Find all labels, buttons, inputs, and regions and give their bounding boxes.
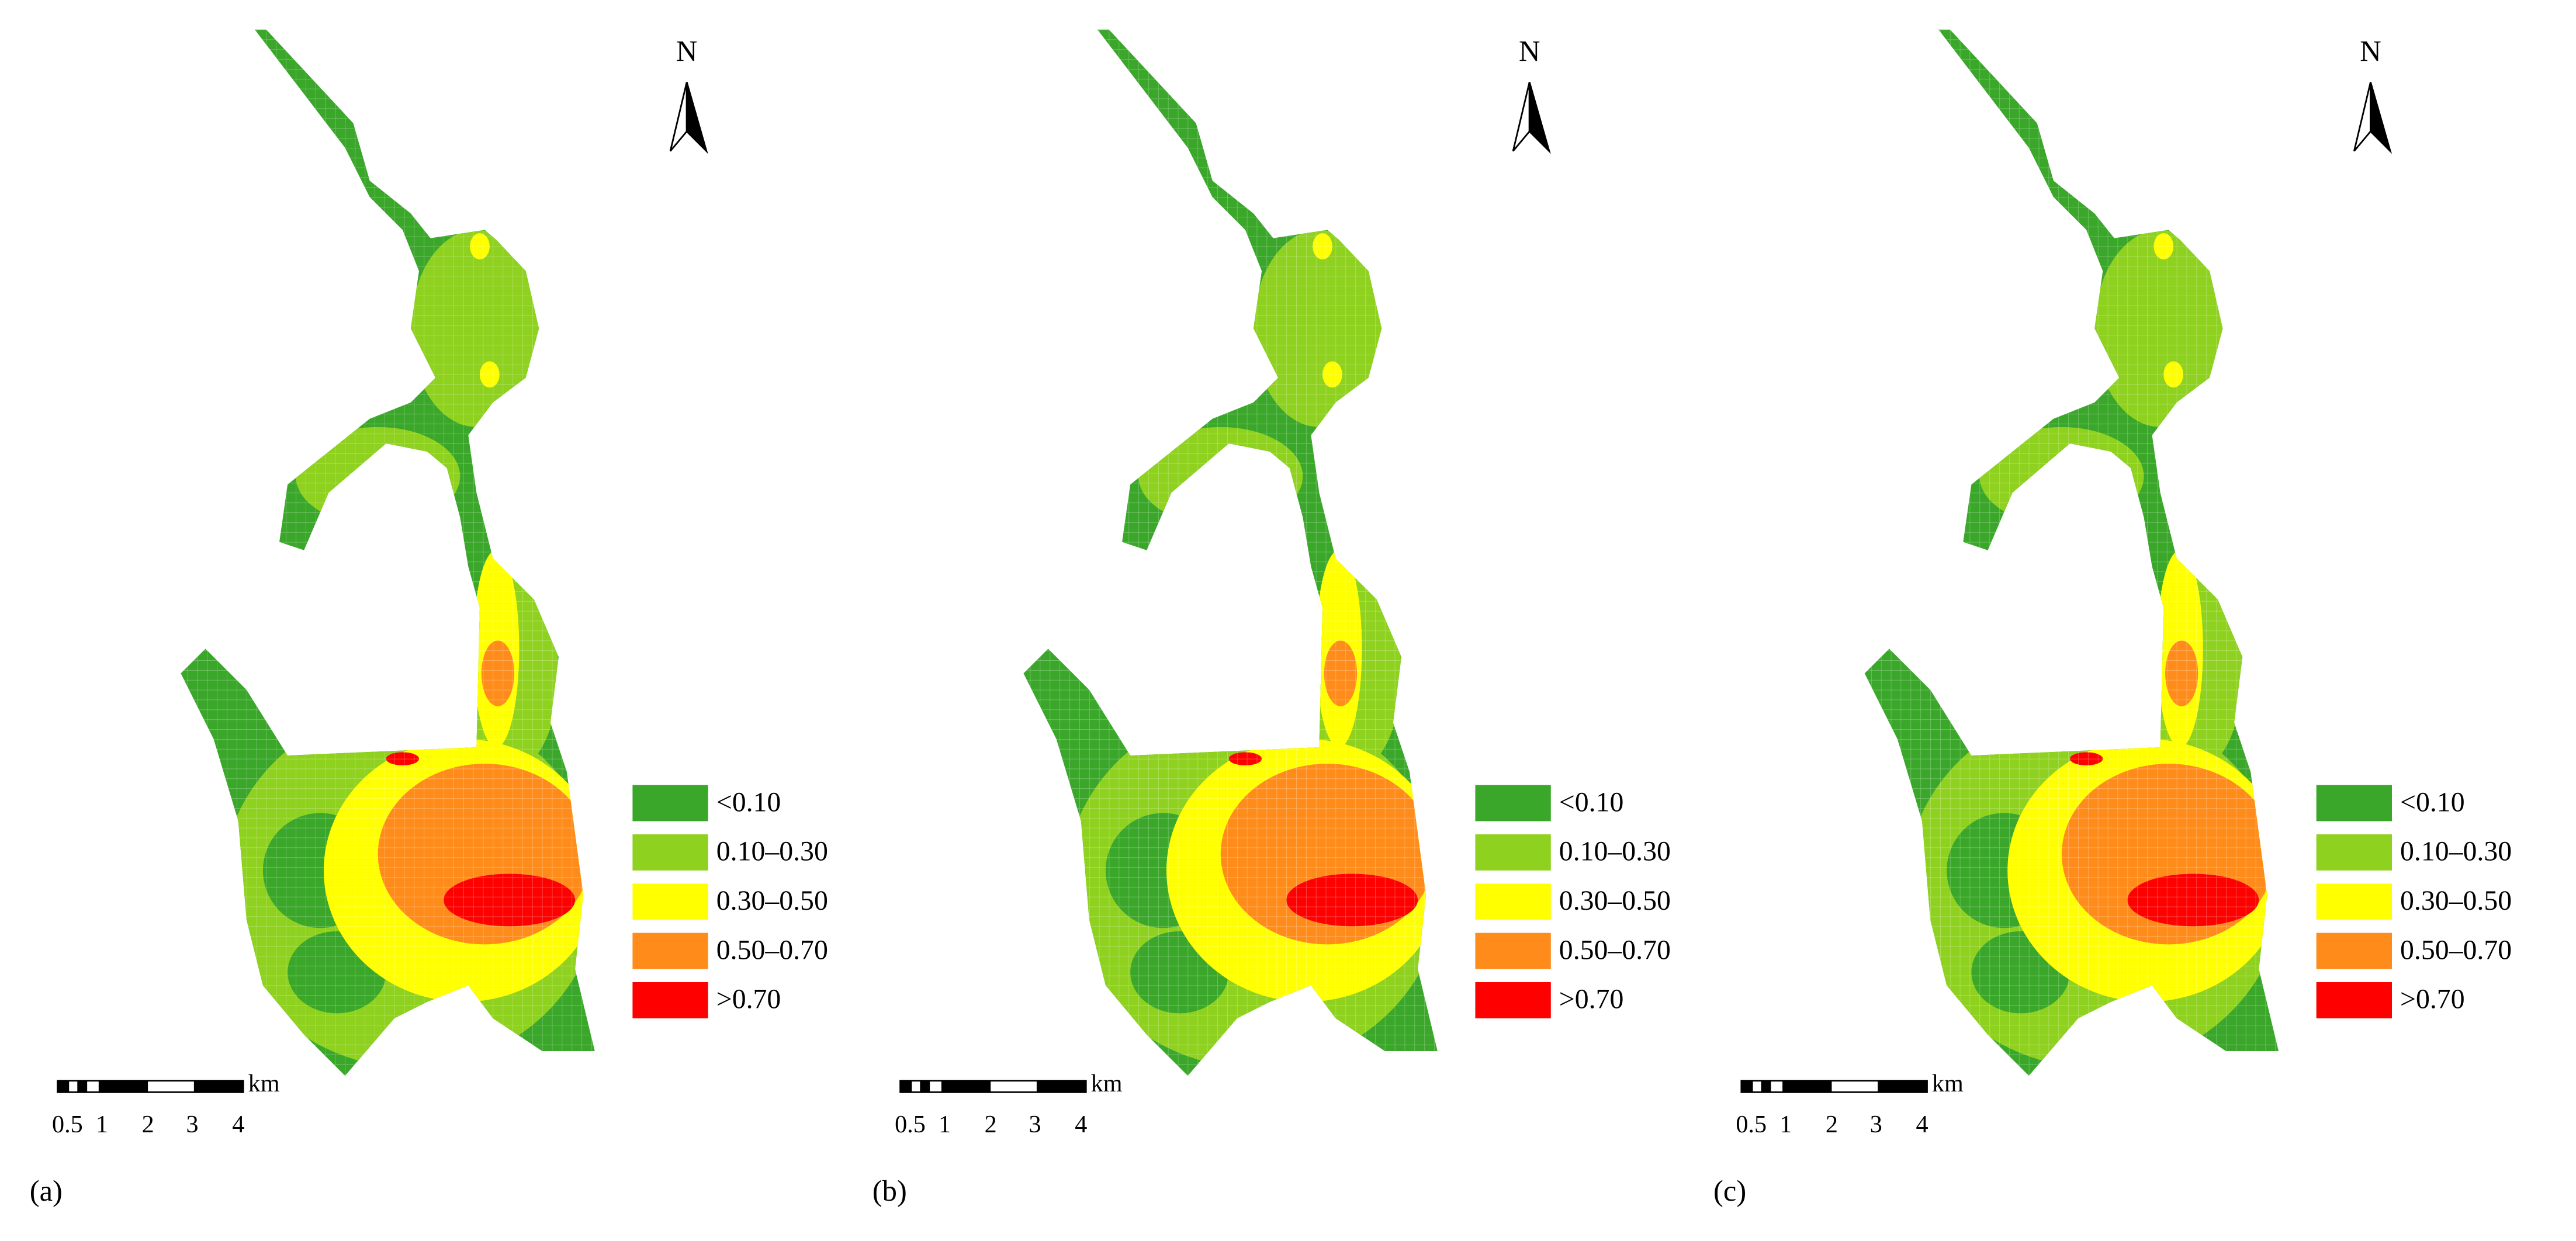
map-zones xyxy=(1864,29,2279,1076)
legend-label: 0.10–0.30 xyxy=(716,836,828,867)
map-zones xyxy=(1023,29,1438,1076)
legend-label: 0.10–0.30 xyxy=(2400,836,2512,867)
scale-label: 2 xyxy=(1826,1111,1838,1138)
legend-swatch xyxy=(1475,933,1551,969)
north-label: N xyxy=(676,34,698,67)
north-arrow-right xyxy=(685,82,708,154)
north-arrow-left xyxy=(1512,82,1531,152)
scale-bar-segment xyxy=(920,1080,930,1093)
legend-label: >0.70 xyxy=(2400,984,2465,1015)
scale-label: 4 xyxy=(1075,1111,1087,1138)
panel-label: (c) xyxy=(1713,1174,1746,1207)
legend-swatch xyxy=(1475,834,1551,871)
scale-label: 2 xyxy=(985,1111,997,1138)
legend-label: 0.50–0.70 xyxy=(716,934,828,965)
legend-label: <0.10 xyxy=(716,786,781,817)
scale-bar-segment xyxy=(1741,1080,1753,1093)
scale-unit: km xyxy=(1091,1070,1123,1097)
legend-swatch xyxy=(1475,982,1551,1018)
scale-label: 0.5 xyxy=(895,1111,926,1138)
scale-label: 0.5 xyxy=(52,1111,83,1138)
legend-label: 0.10–0.30 xyxy=(1559,836,1671,867)
legend-swatch xyxy=(1475,883,1551,920)
north-arrow-right xyxy=(1528,82,1551,154)
legend-swatch xyxy=(632,785,708,821)
scale-label: 1 xyxy=(1779,1111,1792,1138)
grid-cells xyxy=(1023,29,1438,1076)
legend-label: <0.10 xyxy=(2400,786,2465,817)
legend-swatch xyxy=(632,834,708,871)
scale-label: 3 xyxy=(1029,1111,1041,1138)
map-panel: N <0.10 0.10–0.30 0.30–0.50 0.50–0.70 >0.70 km… xyxy=(872,29,1671,1207)
map-panel: N <0.10 0.10–0.30 0.30–0.50 0.50–0.70 >0.70 km… xyxy=(30,29,828,1207)
map-zones xyxy=(181,29,595,1076)
legend-swatch xyxy=(2316,982,2392,1018)
grid-cells xyxy=(1864,29,2279,1076)
scale-bar-segment xyxy=(193,1080,244,1093)
legend-swatch xyxy=(632,883,708,920)
legend-label: 0.30–0.50 xyxy=(2400,885,2512,916)
scale-bar-segment xyxy=(57,1080,70,1093)
scale-bar-segment xyxy=(77,1080,88,1093)
scale-bar-segment xyxy=(98,1080,148,1093)
panel-label: (a) xyxy=(30,1174,63,1207)
legend-label: >0.70 xyxy=(716,984,781,1015)
scale-bar-segment xyxy=(941,1080,991,1093)
legend-swatch xyxy=(2316,883,2392,920)
scale-label: 4 xyxy=(232,1111,244,1138)
north-arrow-left xyxy=(2353,82,2371,152)
legend-swatch xyxy=(2316,933,2392,969)
scale-label: 1 xyxy=(96,1111,108,1138)
panel-label: (b) xyxy=(872,1174,907,1207)
map-panel: N <0.10 0.10–0.30 0.30–0.50 0.50–0.70 >0.70 km… xyxy=(1713,29,2512,1207)
scale-label: 4 xyxy=(1916,1111,1928,1138)
scale-label: 0.5 xyxy=(1736,1111,1767,1138)
north-label: N xyxy=(2360,34,2381,67)
scale-bar-segment xyxy=(1761,1080,1771,1093)
north-label: N xyxy=(1519,34,1540,67)
legend-label: 0.50–0.70 xyxy=(1559,934,1671,965)
legend-swatch xyxy=(632,933,708,969)
scale-bar-segment xyxy=(1878,1080,1927,1093)
scale-label: 2 xyxy=(142,1111,154,1138)
legend-swatch xyxy=(2316,785,2392,821)
legend-swatch xyxy=(1475,785,1551,821)
legend-label: >0.70 xyxy=(1559,984,1624,1015)
north-arrow-left xyxy=(669,82,688,152)
scale-bar-segment xyxy=(1036,1080,1086,1093)
north-arrow-right xyxy=(2370,82,2393,154)
legend-swatch xyxy=(632,982,708,1018)
legend-label: 0.30–0.50 xyxy=(716,885,828,916)
legend-label: 0.30–0.50 xyxy=(1559,885,1671,916)
legend-label: <0.10 xyxy=(1559,786,1624,817)
scale-bar-segment xyxy=(900,1080,912,1093)
legend-label: 0.50–0.70 xyxy=(2400,934,2512,965)
grid-cells xyxy=(181,29,595,1076)
scale-label: 1 xyxy=(939,1111,951,1138)
scale-unit: km xyxy=(1932,1070,1964,1097)
scale-label: 3 xyxy=(186,1111,199,1138)
scale-unit: km xyxy=(248,1070,280,1097)
scale-bar-segment xyxy=(1782,1080,1832,1093)
legend-swatch xyxy=(2316,834,2392,871)
scale-label: 3 xyxy=(1870,1111,1882,1138)
